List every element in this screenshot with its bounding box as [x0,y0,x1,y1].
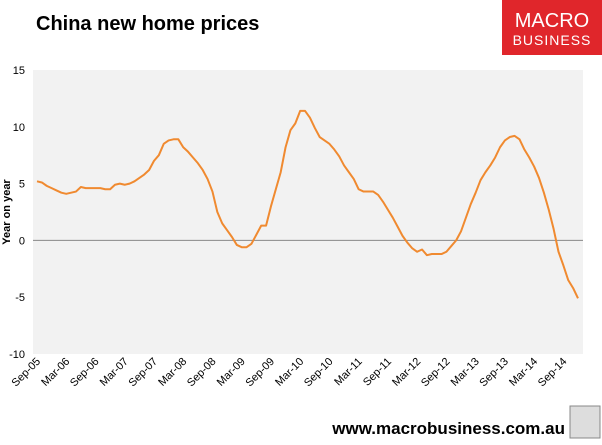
x-tick-label: Sep-09 [243,356,277,390]
y-tick-label: -5 [15,292,25,304]
y-tick-label: -10 [9,349,25,361]
x-tick-label: Sep-13 [477,356,511,390]
footer: www.macrobusiness.com.au [331,419,565,438]
logo-box [502,0,602,55]
x-tick-label: Mar-11 [332,356,365,389]
y-tick-label: 0 [19,235,25,247]
logo-text: MACRO [515,10,589,32]
x-tick-label: Sep-10 [302,356,336,390]
x-tick-label: Mar-10 [273,356,306,389]
x-tick-label: Mar-12 [390,356,423,389]
x-tick-label: Sep-08 [185,356,219,390]
x-tick-label: Sep-06 [68,356,102,390]
data-line [36,109,579,299]
x-tick-label: Mar-09 [215,356,248,389]
y-axis-label: Year on year [1,179,13,245]
y-tick-label: 10 [13,122,25,134]
x-tick-label: Mar-08 [156,356,189,389]
x-tick-label: Mar-07 [98,356,131,389]
y-tick-label: 15 [13,65,25,77]
x-tick-label: Mar-13 [449,356,482,389]
wolf-icon [569,405,601,439]
plot-area [33,70,583,354]
x-tick-label: Sep-12 [419,356,453,390]
x-tick-label: Mar-14 [507,356,540,389]
x-tick-label: Sep-07 [127,356,161,390]
chart-title: China new home prices [36,13,259,35]
x-tick-label: Mar-06 [39,356,72,389]
x-tick-label: Sep-14 [536,356,570,390]
x-tick-label: Sep-11 [361,356,394,389]
y-tick-label: 5 [19,179,25,191]
logo-text: BUSINESS [513,32,592,48]
